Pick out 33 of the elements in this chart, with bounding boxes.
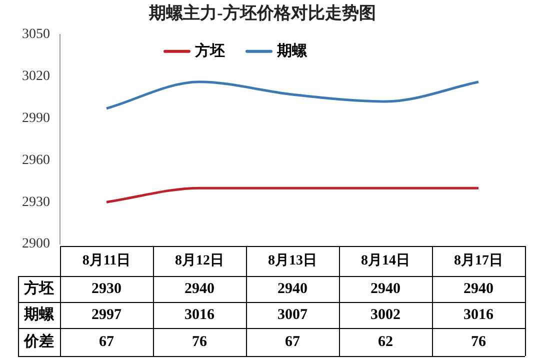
- x-tick-label: 8月14日: [361, 254, 410, 269]
- data-label: 2940: [464, 280, 494, 297]
- data-label: 3016: [184, 306, 215, 323]
- text: 期螺: [24, 306, 54, 323]
- y-tick-label: 2900: [22, 236, 50, 252]
- text: 76: [192, 334, 208, 350]
- y-tick-label: 2990: [22, 110, 50, 126]
- data-label: 2940: [278, 280, 308, 297]
- x-tick-label: 8月12日: [175, 254, 224, 269]
- chart-title: 期螺主力-方坯价格对比走势图: [148, 4, 376, 23]
- text: 67: [99, 334, 114, 350]
- data-label: 3007: [278, 306, 308, 323]
- legend-label: 方坯: [194, 41, 225, 60]
- data-label: 3002: [370, 306, 400, 323]
- x-tick-label: 8月13日: [268, 254, 317, 269]
- legend-label: 期螺: [276, 42, 308, 60]
- x-tick-label: 8月11日: [82, 254, 131, 269]
- text: 价差: [23, 332, 54, 350]
- y-tick-label: 2960: [22, 152, 50, 168]
- text: 方坯: [24, 280, 54, 297]
- x-tick-label: 8月17日: [454, 254, 503, 269]
- data-label: 2940: [184, 280, 214, 297]
- y-tick-label: 3020: [22, 68, 50, 84]
- data-label: 2997: [92, 306, 122, 323]
- y-tick-label: 2930: [22, 194, 50, 210]
- text: 67: [285, 334, 300, 350]
- text: 76: [471, 334, 486, 350]
- data-label: 2930: [92, 280, 122, 297]
- y-tick-label: 3050: [22, 27, 50, 42]
- data-label: 2940: [370, 280, 400, 297]
- line-series: [105, 80, 480, 110]
- text: 62: [378, 334, 393, 350]
- data-label: 3016: [464, 306, 494, 323]
